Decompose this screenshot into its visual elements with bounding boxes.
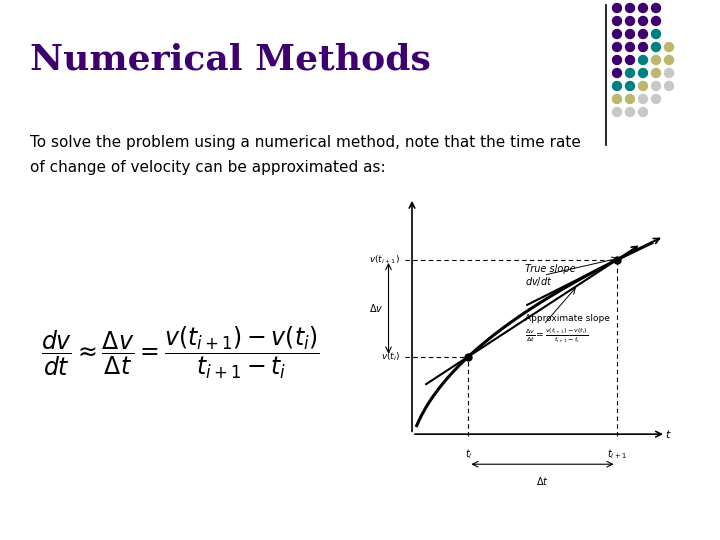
Circle shape	[652, 94, 660, 104]
Circle shape	[639, 17, 647, 25]
Text: $\Delta t$: $\Delta t$	[536, 475, 549, 487]
Circle shape	[652, 82, 660, 91]
Text: $\dfrac{dv}{dt} \approx \dfrac{\Delta v}{\Delta t} = \dfrac{v(t_{i+1})-v(t_i)}{t: $\dfrac{dv}{dt} \approx \dfrac{\Delta v}…	[41, 325, 320, 381]
Circle shape	[626, 94, 634, 104]
Circle shape	[639, 3, 647, 12]
Text: of change of velocity can be approximated as:: of change of velocity can be approximate…	[30, 160, 386, 175]
Circle shape	[613, 43, 621, 51]
Circle shape	[626, 82, 634, 91]
Circle shape	[626, 43, 634, 51]
Circle shape	[652, 17, 660, 25]
Text: $dv/dt$: $dv/dt$	[525, 275, 552, 288]
Text: $t_{i+1}$: $t_{i+1}$	[607, 447, 626, 461]
Circle shape	[626, 56, 634, 64]
Circle shape	[665, 43, 673, 51]
Circle shape	[613, 56, 621, 64]
Circle shape	[665, 69, 673, 78]
Circle shape	[639, 82, 647, 91]
Circle shape	[639, 94, 647, 104]
Circle shape	[626, 17, 634, 25]
Circle shape	[652, 56, 660, 64]
Circle shape	[639, 69, 647, 78]
Circle shape	[613, 107, 621, 117]
Text: $t_i$: $t_i$	[464, 447, 472, 461]
Circle shape	[613, 82, 621, 91]
Circle shape	[639, 30, 647, 38]
Text: $v(t_i)$: $v(t_i)$	[381, 350, 400, 363]
Text: To solve the problem using a numerical method, note that the time rate: To solve the problem using a numerical m…	[30, 135, 581, 150]
Text: $v(t_{i+1})$: $v(t_{i+1})$	[369, 254, 400, 266]
Text: Approximate slope: Approximate slope	[525, 314, 610, 323]
Circle shape	[639, 107, 647, 117]
Circle shape	[639, 56, 647, 64]
Circle shape	[613, 30, 621, 38]
Circle shape	[652, 69, 660, 78]
Circle shape	[639, 43, 647, 51]
Circle shape	[613, 94, 621, 104]
Circle shape	[652, 30, 660, 38]
Text: $t$: $t$	[665, 428, 672, 440]
Circle shape	[665, 56, 673, 64]
Circle shape	[665, 82, 673, 91]
Circle shape	[652, 43, 660, 51]
Circle shape	[652, 3, 660, 12]
Circle shape	[626, 3, 634, 12]
Circle shape	[613, 3, 621, 12]
Text: Numerical Methods: Numerical Methods	[30, 43, 431, 77]
Circle shape	[613, 17, 621, 25]
Text: $\frac{\Delta v}{\Delta t}=\frac{v(t_{i+1})-v(t_i)}{t_{i+1}-t_i}$: $\frac{\Delta v}{\Delta t}=\frac{v(t_{i+…	[525, 326, 588, 345]
Circle shape	[613, 69, 621, 78]
Text: $\Delta v$: $\Delta v$	[369, 302, 384, 314]
Circle shape	[626, 30, 634, 38]
Circle shape	[626, 107, 634, 117]
Text: True slope: True slope	[525, 264, 575, 274]
Circle shape	[626, 69, 634, 78]
